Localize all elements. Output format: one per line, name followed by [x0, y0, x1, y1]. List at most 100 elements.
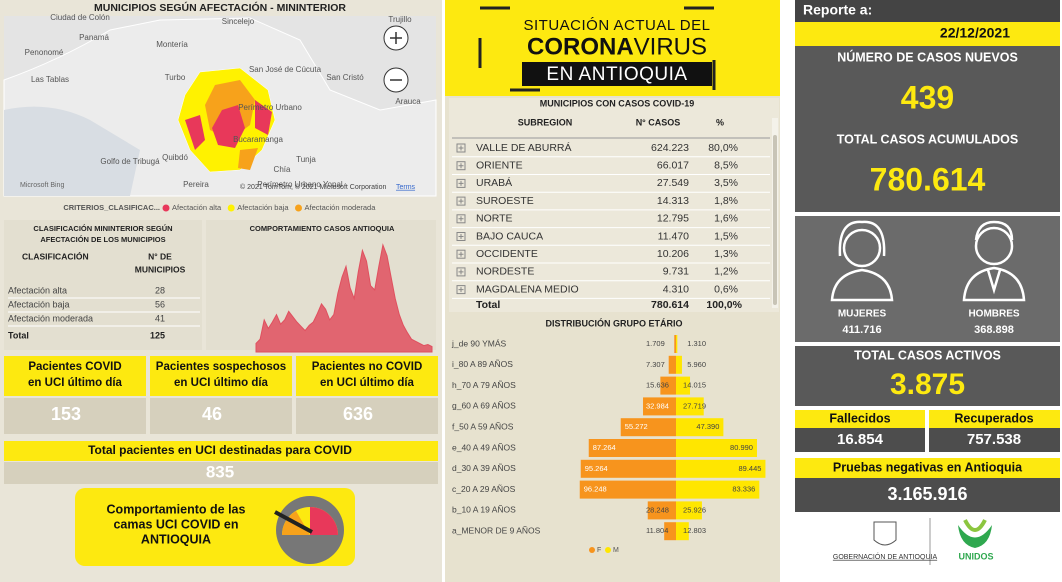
uci-header-bg: [296, 356, 438, 396]
banner-virus: VIRUS: [634, 33, 707, 60]
map-label: Bucaramanga: [233, 135, 283, 144]
bar-female: [579, 480, 676, 499]
subregion-header: N° CASOS: [636, 117, 681, 127]
logo-text: GOBERNACIÓN DE ANTIOQUIA: [833, 552, 938, 561]
bar-female: [674, 335, 676, 353]
pyramid-category: i_80 A 89 AÑOS: [452, 359, 513, 369]
banner-black-strip: [522, 62, 712, 86]
legend-label: Afectación moderada: [305, 203, 377, 212]
male-label: 5.960: [687, 360, 706, 369]
subregion-cases: 11.470: [658, 230, 689, 242]
class-row-value: 41: [155, 313, 165, 323]
uci-button[interactable]: [75, 488, 355, 566]
tests-value-bg: [795, 478, 1060, 512]
uci-title: en UCI último día: [320, 377, 415, 389]
pyramid-category: a_MENOR DE 9 AÑOS: [452, 525, 541, 535]
bar-male: [676, 459, 766, 478]
active-bg: [795, 346, 1060, 406]
subregion-name: URABÁ: [476, 176, 512, 189]
expand-icon[interactable]: [456, 285, 466, 295]
male-label: 25.926: [683, 505, 706, 514]
legend-title: CRITERIOS_CLASIFICAC...: [63, 203, 160, 212]
bar-male: [676, 501, 702, 520]
gender-label: MUJERES: [838, 309, 887, 320]
map-label: Sincelejo: [222, 17, 255, 26]
woman-body: [830, 268, 894, 302]
kpi-value: 780.614: [870, 161, 986, 197]
gauge-red: [310, 507, 338, 535]
class-row-value: 56: [155, 299, 165, 309]
map-region-high: [212, 105, 245, 148]
map-label: San José de Cúcuta: [249, 65, 322, 74]
class-header: N° DE: [148, 251, 172, 261]
unidos-icon: [958, 525, 992, 548]
map-label: Pereira: [183, 180, 209, 189]
kpi-label: NÚMERO DE CASOS NUEVOS: [837, 49, 1018, 64]
bar-male: [676, 397, 704, 416]
uci-total-title: Total pacientes en UCI destinadas para C…: [88, 443, 352, 457]
expand-icon[interactable]: [456, 196, 466, 206]
map-label: Chía: [274, 165, 291, 174]
subregion-name: ORIENTE: [476, 159, 523, 171]
female-label: 32.984: [646, 401, 669, 410]
subregion-cases: 10.206: [657, 248, 689, 260]
male-label: 47.390: [696, 422, 719, 431]
subregion-name: VALLE DE ABURRÁ: [476, 141, 572, 154]
expand-icon[interactable]: [456, 143, 466, 153]
subregion-cases: 9.731: [663, 266, 689, 278]
expand-icon[interactable]: [456, 214, 466, 224]
kpi-value: 16.854: [837, 431, 884, 448]
bar-female: [664, 522, 676, 541]
map-title: MUNICIPIOS SEGÚN AFECTACIÓN - MININTERIO…: [94, 1, 346, 14]
gov-shield: [873, 521, 897, 546]
unidos-icon-leaf: [963, 519, 987, 532]
subregion-total: 100,0%: [706, 299, 742, 311]
bar-male: [676, 480, 760, 499]
subregion-name: NORDESTE: [476, 266, 534, 278]
expand-plus: [458, 180, 464, 186]
map-sea: [4, 106, 140, 196]
female-label: 1.709: [646, 339, 665, 348]
man-hair: [974, 220, 1014, 241]
subregion-cases: 27.549: [657, 177, 689, 189]
class-row-value: 28: [155, 285, 165, 295]
class-header: MUNICIPIOS: [135, 264, 186, 274]
legend-label: Afectación baja: [237, 203, 289, 212]
subregion-pct: 1,8%: [714, 195, 738, 207]
subregion-cases: 66.017: [657, 159, 689, 171]
subregion-cases: 12.795: [657, 213, 689, 225]
subregion-pct: 1,3%: [714, 248, 738, 260]
legend-swatch: [589, 547, 595, 553]
class-row-label: Afectación baja: [8, 299, 70, 309]
bar-female: [588, 439, 676, 457]
legend-label: F: [597, 547, 601, 554]
subregion-cases: 4.310: [663, 283, 689, 295]
gender-value: 411.716: [842, 324, 881, 336]
subregion-header: SUBREGION: [518, 117, 573, 127]
expand-icon[interactable]: [456, 161, 466, 171]
pyramid-title: DISTRIBUCIÓN GRUPO ETÁRIO: [545, 317, 682, 328]
map-brand: Microsoft Bing: [20, 182, 64, 189]
expand-icon[interactable]: [456, 178, 466, 188]
subregion-title: MUNICIPIOS CON CASOS COVID-19: [540, 98, 695, 108]
subregion-pct: 8,5%: [714, 159, 738, 171]
uci-value-bg: [150, 398, 292, 434]
uci-total-value: 835: [206, 462, 234, 481]
class-header: CLASIFICACIÓN: [22, 250, 89, 261]
uci-value-bg: [296, 398, 438, 434]
kpi-value: 439: [901, 79, 954, 115]
deaths-value-bg: [795, 428, 925, 452]
map-terms: Terms: [396, 184, 416, 191]
uci-value: 636: [343, 404, 373, 424]
scrollbar-thumb[interactable]: [773, 135, 777, 305]
female-label: 28.248: [646, 505, 669, 514]
logo-text: UNIDOS: [958, 551, 993, 561]
legend-label: Afectación alta: [172, 203, 222, 212]
expand-icon[interactable]: [456, 249, 466, 259]
expand-icon[interactable]: [456, 232, 466, 241]
expand-icon[interactable]: [456, 267, 466, 277]
woman-head: [842, 228, 882, 268]
class-table-title: CLASIFICACIÓN MININTERIOR SEGÚN: [33, 224, 172, 233]
subregion-pct: 1,5%: [714, 230, 738, 242]
subregion-name: MAGDALENA MEDIO: [476, 283, 579, 295]
